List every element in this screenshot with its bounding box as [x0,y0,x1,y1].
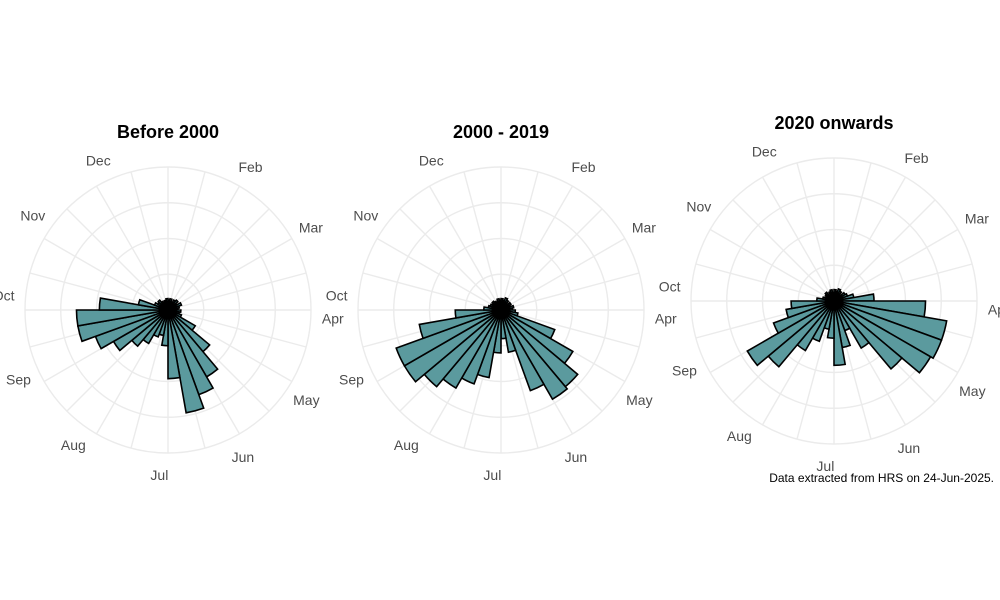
bar-bin-26 [418,309,502,340]
month-label-may: May [626,392,652,408]
grid-spoke [833,162,872,302]
month-label-jun: Jun [232,449,255,465]
month-label-jul: Jul [816,458,834,474]
bar-bin-36 [831,291,835,302]
grid-spoke [500,309,640,348]
bar-bin-27 [75,309,169,327]
panel-before-2000: Before 2000 Feb Mar Apr May Jun Jul Aug Sep Oct N… [0,122,344,483]
month-label-apr: Apr [988,302,1000,318]
bar-bin-26 [785,300,835,319]
bar-bin-16 [500,309,545,392]
panel-2020-onwards: 2020 onwards Feb Mar Apr May Jun Jul Aug Sep Oct… [659,113,1000,474]
grid-spoke [66,208,169,311]
grid-spoke [167,309,307,348]
polar-plot-2020-onwards: Feb Mar Apr May Jun Jul Aug Sep Oct Nov Dec [659,143,1000,473]
month-label-dec: Dec [419,152,444,168]
grid-spoke [95,185,169,311]
grid-spoke [695,263,835,302]
bar-bin-15 [833,300,871,350]
bar-bin-12 [833,300,943,360]
grid-spoke [362,272,502,311]
grid-spoke [167,171,206,311]
month-label-nov: Nov [20,207,45,223]
bar-bin-17 [500,309,517,354]
month-label-dec: Dec [752,143,777,159]
grid-spoke [43,237,169,311]
bar-bin-36 [498,299,502,311]
bar-bin-36 [165,297,169,311]
month-label-oct: Oct [0,288,15,304]
month-label-sep: Sep [339,372,364,388]
grid-spoke [399,208,502,311]
month-label-jun: Jun [898,440,921,456]
month-label-sep: Sep [672,363,697,379]
bar-bin-25 [395,309,502,367]
month-label-nov: Nov [353,207,378,223]
panel-title-2000-2019: 2000 - 2019 [453,122,549,142]
month-label-jul: Jul [483,467,501,483]
grid-spoke [833,228,959,302]
grid-spoke [167,185,241,311]
grid-spoke [463,171,502,311]
grid-spoke [796,162,835,302]
month-label-apr: Apr [322,311,344,327]
grid-spoke [428,185,502,311]
month-label-sep: Sep [6,372,31,388]
grid-spoke [500,272,640,311]
bar-bin-24 [746,300,835,367]
grid-spoke [500,237,626,311]
grid-spoke [833,263,973,302]
month-label-mar: Mar [632,220,656,236]
bar-bin-15 [500,309,569,401]
grid-spoke [167,272,307,311]
bar-bin-25 [772,300,835,335]
polar-plot-before-2000: Feb Mar Apr May Jun Jul Aug Sep Oct Nov Dec [0,152,344,482]
bar-bin-18 [833,300,847,367]
bar-bin-18 [167,309,181,380]
month-label-aug: Aug [394,437,419,453]
month-label-feb: Feb [904,150,928,166]
month-label-jun: Jun [565,449,588,465]
panel-title-2020-onwards: 2020 onwards [774,113,893,133]
month-label-dec: Dec [86,152,111,168]
month-label-oct: Oct [659,279,681,295]
month-label-apr: Apr [655,311,677,327]
grid-spoke [761,176,835,302]
bar-bin-27 [454,309,502,319]
grid-spoke [500,208,603,311]
grid-spoke [833,199,936,302]
grid-spoke [376,237,502,311]
grid-spoke [500,185,574,311]
grid-spoke [130,171,169,311]
month-label-oct: Oct [326,288,348,304]
month-label-aug: Aug [61,437,86,453]
grid-spoke [167,237,293,311]
month-label-may: May [293,392,319,408]
bar-bin-17 [167,309,205,414]
month-label-nov: Nov [686,198,711,214]
panel-2000-2019: 2000 - 2019 Feb Mar Apr May Jun Jul Aug Sep Oct N… [326,122,677,483]
grid-spoke [732,199,835,302]
month-label-feb: Feb [238,159,262,175]
grid-spoke [167,208,270,311]
data-source-caption: Data extracted from HRS on 24-Jun-2025. [769,471,994,485]
grid-spoke [500,171,539,311]
polar-plot-2000-2019: Feb Mar Apr May Jun Jul Aug Sep Oct Nov Dec [326,152,677,482]
month-label-mar: Mar [299,220,323,236]
month-label-mar: Mar [965,211,989,227]
bar-bin-13 [833,300,932,374]
bar-bin-27 [790,300,835,310]
bar-bin-14 [833,300,904,371]
panel-title-before-2000: Before 2000 [117,122,219,142]
month-label-aug: Aug [727,428,752,444]
month-label-may: May [959,383,985,399]
grid-spoke [833,176,907,302]
month-label-feb: Feb [571,159,595,175]
month-label-jul: Jul [150,467,168,483]
grid-spoke [709,228,835,302]
